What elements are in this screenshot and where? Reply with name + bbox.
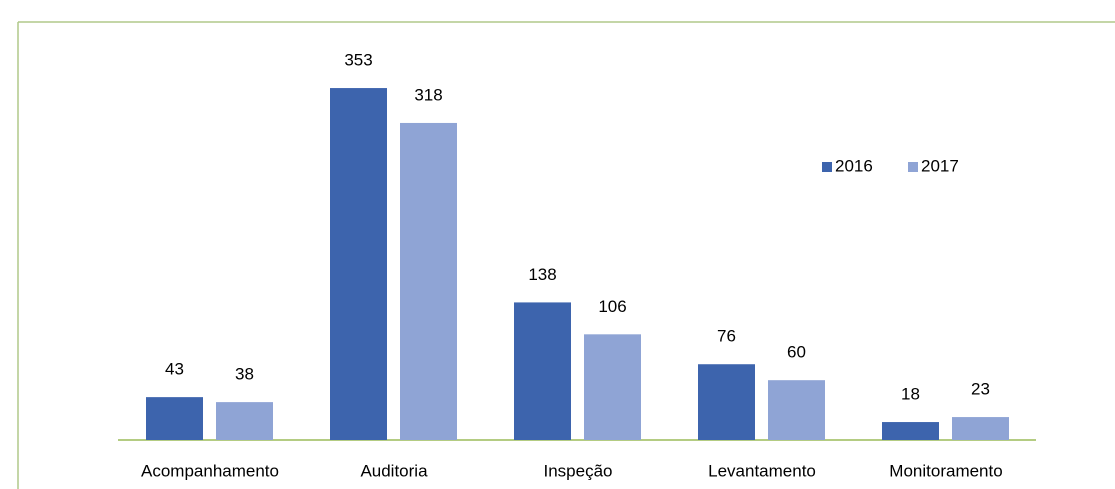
data-label: 60 — [787, 343, 806, 362]
bar — [584, 334, 641, 440]
x-tick-label: Acompanhamento — [141, 461, 279, 480]
bar — [698, 364, 755, 440]
data-label: 353 — [344, 51, 372, 70]
legend-swatch — [908, 162, 918, 172]
x-tick-label: Monitoramento — [889, 461, 1002, 480]
data-label: 23 — [971, 380, 990, 399]
x-tick-label: Auditoria — [360, 461, 428, 480]
bar — [514, 302, 571, 440]
data-label: 18 — [901, 385, 920, 404]
bar — [952, 417, 1009, 440]
bar — [768, 380, 825, 440]
data-label: 38 — [235, 365, 254, 384]
bar — [882, 422, 939, 440]
legend-swatch — [822, 162, 832, 172]
bar — [330, 88, 387, 441]
legend-label: 2016 — [835, 156, 873, 175]
data-label: 43 — [165, 360, 184, 379]
x-tick-label: Levantamento — [708, 461, 816, 480]
bar — [146, 397, 203, 440]
data-label: 106 — [598, 297, 626, 316]
bar — [216, 402, 273, 440]
data-label: 76 — [717, 327, 736, 346]
x-tick-label: Inspeção — [544, 461, 613, 480]
data-label: 138 — [528, 265, 556, 284]
bar — [400, 122, 457, 440]
data-label: 318 — [414, 85, 442, 104]
legend-label: 2017 — [921, 156, 959, 175]
